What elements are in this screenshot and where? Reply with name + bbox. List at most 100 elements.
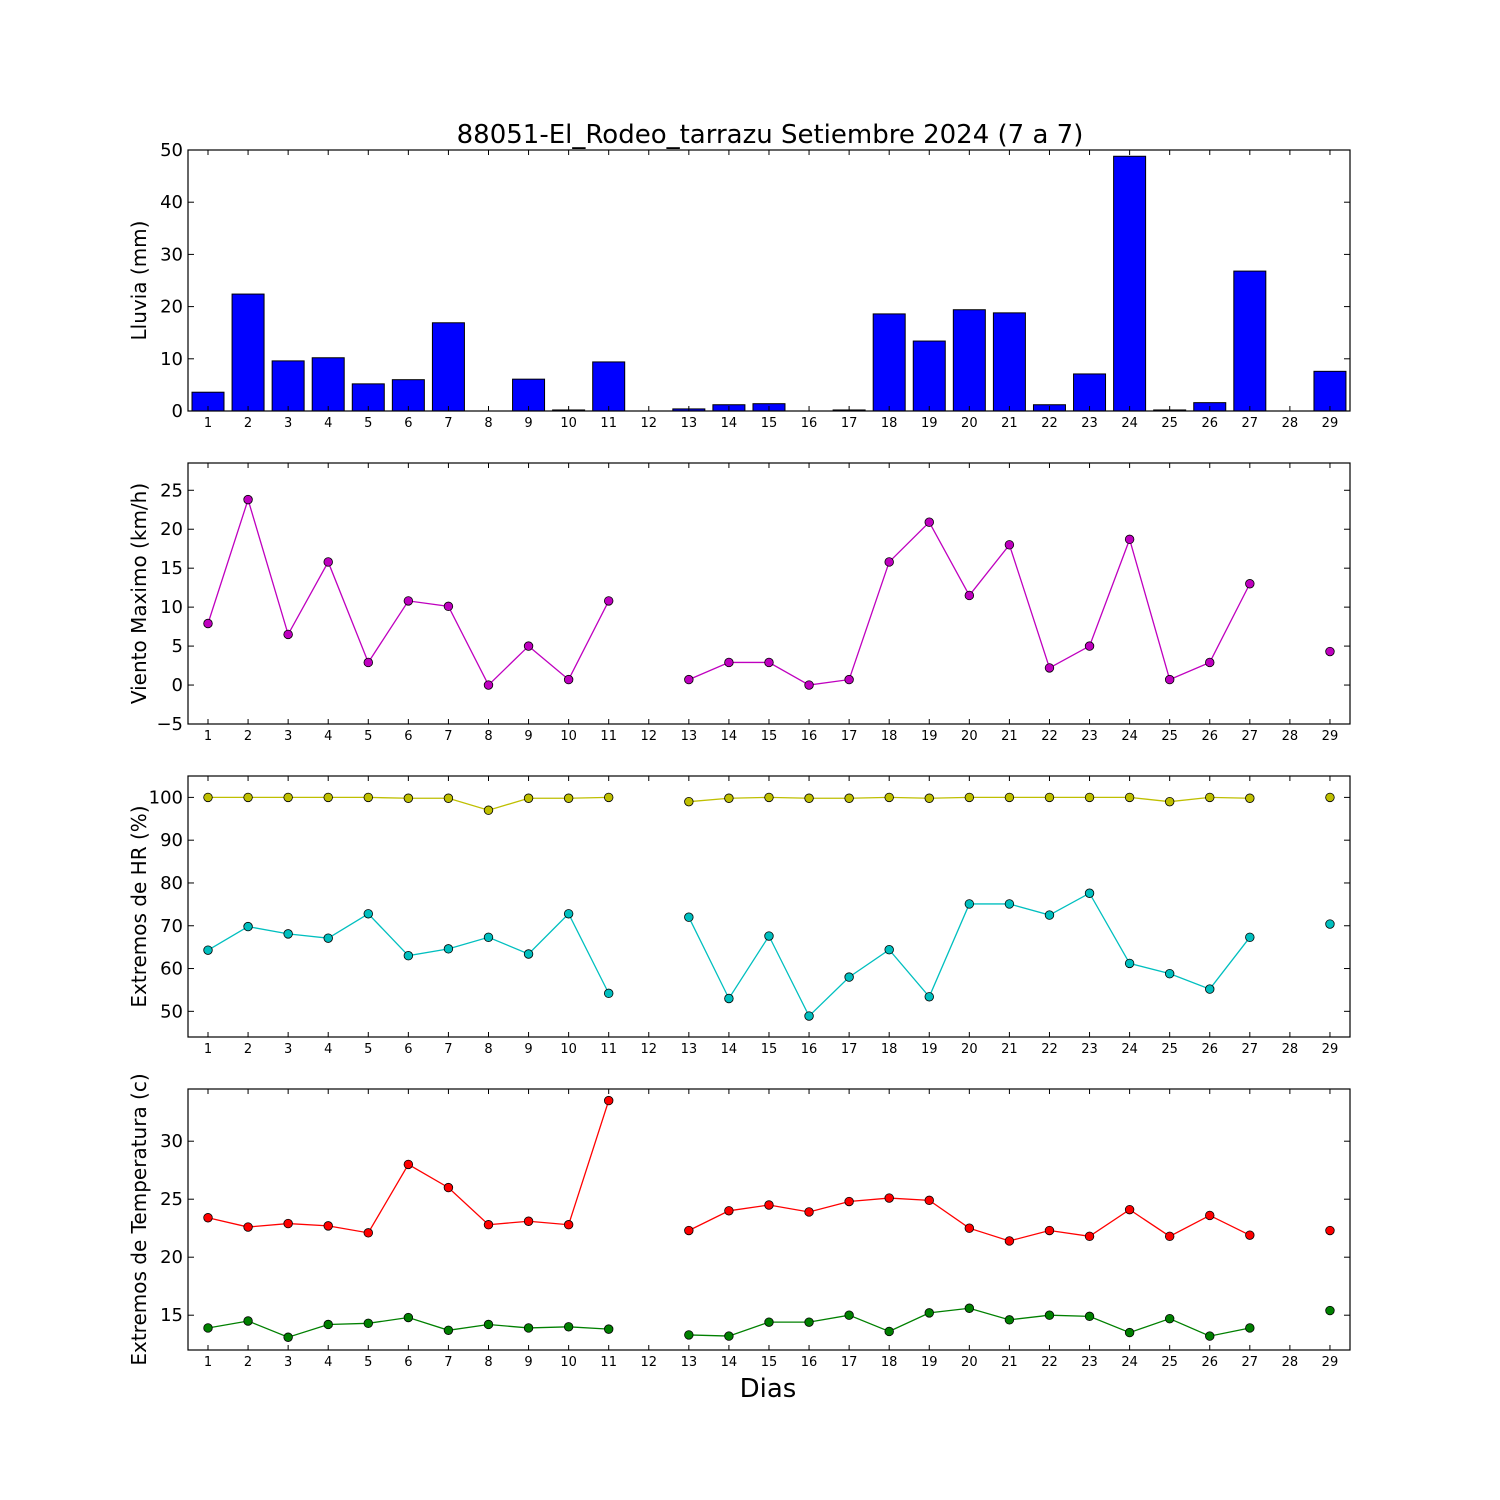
series-1-point-day-18 [884, 792, 894, 803]
bar-day-7 [431, 322, 465, 411]
axes-frame [187, 775, 1351, 1038]
y-tick-label: 100 [149, 787, 183, 808]
series-1-point-day-20 [964, 590, 975, 601]
x-tick-label: 7 [444, 1042, 452, 1057]
series-1-point-day-5 [363, 792, 373, 803]
x-tick-label: 9 [524, 729, 532, 744]
series-1-point-day-4 [323, 557, 333, 567]
y-tick-label: 20 [160, 297, 183, 318]
series-1-point-day-11 [604, 1095, 614, 1106]
y-tick-label: 25 [160, 1189, 183, 1210]
series-1-point-day-23 [1084, 641, 1095, 651]
series-2-point-day-26 [1205, 1331, 1215, 1341]
x-tick-label: 2 [244, 729, 252, 744]
series-1-point-day-6 [403, 793, 414, 803]
x-tick-label: 8 [484, 1042, 492, 1057]
series-1-point-day-13 [684, 796, 694, 807]
series-1-point-day-2 [243, 792, 253, 803]
series-1-point-day-16 [804, 1207, 814, 1217]
series-1-point-day-24 [1124, 534, 1135, 545]
x-tick-label: 20 [961, 729, 978, 744]
plot-area [203, 494, 1335, 690]
series-2-point-day-21 [1004, 899, 1015, 909]
series-2-point-day-15 [764, 1317, 774, 1327]
series-1-point-day-11 [604, 596, 614, 606]
y-tick-label: 10 [160, 597, 183, 618]
x-tick-label: 17 [841, 1355, 858, 1370]
x-tick-label: 1 [204, 416, 212, 431]
series-1-point-day-29 [1325, 792, 1335, 803]
series-1-point-day-15 [764, 1200, 774, 1210]
series-1-point-day-23 [1084, 792, 1095, 803]
x-tick-label: 21 [1001, 416, 1018, 431]
y-tick-label: 25 [160, 480, 183, 501]
x-tick-label: 5 [364, 416, 372, 431]
x-tick-label: 4 [324, 1355, 332, 1370]
x-tick-label: 18 [881, 416, 898, 431]
x-tick-label: 17 [841, 1042, 858, 1057]
series-1-point-day-18 [884, 1193, 894, 1203]
series-2-point-day-17 [844, 1310, 854, 1320]
series-1-point-day-8 [483, 805, 494, 815]
series-2-point-day-24 [1124, 958, 1135, 969]
axes-frame [187, 462, 1351, 725]
x-tick-label: 15 [761, 729, 778, 744]
x-tick-label: 18 [881, 1042, 898, 1057]
series-1-point-day-13 [684, 1225, 694, 1236]
x-tick-label: 14 [721, 416, 738, 431]
x-tick-label: 17 [841, 416, 858, 431]
x-tick-label: 6 [404, 1042, 412, 1057]
x-tick-label: 27 [1242, 416, 1259, 431]
series-2-point-day-22 [1044, 1310, 1055, 1320]
series-2-point-day-4 [323, 933, 333, 943]
series-2-point-day-4 [323, 1319, 333, 1330]
x-tick-label: 23 [1081, 1042, 1098, 1057]
y-tick-label: −5 [156, 714, 183, 735]
series-1-point-day-26 [1205, 657, 1215, 668]
series-1-point-day-22 [1044, 1225, 1055, 1236]
y-tick-label: 50 [160, 140, 183, 161]
series-1-point-day-21 [1004, 1236, 1015, 1246]
series-1-point-day-17 [844, 674, 854, 685]
y-tick-label: 15 [160, 558, 183, 579]
x-tick-label: 12 [640, 1355, 657, 1370]
x-tick-label: 19 [921, 416, 938, 431]
series-2-point-day-26 [1205, 984, 1215, 994]
x-tick-label: 8 [484, 729, 492, 744]
plot-area [203, 792, 1335, 1021]
series-1-point-day-9 [523, 793, 534, 803]
x-tick-label: 3 [284, 1355, 292, 1370]
x-tick-label: 22 [1041, 729, 1058, 744]
series-2-point-day-20 [964, 1303, 975, 1313]
y-axis-label: Extremos de HR (%) [127, 805, 151, 1007]
panel-1: 1 2 3 4 5 6 7 8 9 10 11 12 13 14 15 16 17 18 19 20 21 22 23 24 2… [127, 140, 1351, 431]
y-tick-label: 0 [172, 401, 183, 422]
series-1-point-day-7 [443, 1182, 454, 1193]
x-tick-label: 27 [1242, 729, 1259, 744]
series-2-point-day-13 [684, 1330, 694, 1340]
series-2-point-day-25 [1164, 968, 1175, 979]
x-tick-label: 14 [721, 1042, 738, 1057]
y-tick-label: 80 [160, 873, 183, 894]
series-1-point-day-29 [1325, 646, 1335, 657]
x-tick-label: 2 [244, 1355, 252, 1370]
x-tick-label: 11 [600, 1042, 617, 1057]
series-1-point-day-26 [1205, 792, 1215, 803]
x-tick-label: 19 [921, 1355, 938, 1370]
x-tick-label: 27 [1242, 1042, 1259, 1057]
x-tick-label: 13 [681, 729, 698, 744]
y-tick-label: 30 [160, 1131, 183, 1152]
panel-4: 1 2 3 4 5 6 7 8 9 10 11 12 13 14 15 16 17 18 19 20 21 22 23 24 2… [127, 1073, 1351, 1370]
x-tick-label: 14 [721, 1355, 738, 1370]
x-tick-label: 26 [1201, 1355, 1218, 1370]
series-2-point-day-14 [724, 993, 734, 1004]
y-axis-label: Viento Maximo (km/h) [127, 483, 151, 704]
x-tick-label: 16 [801, 1042, 818, 1057]
series-1-point-day-25 [1164, 1231, 1175, 1242]
panel-2: 1 2 3 4 5 6 7 8 9 10 11 12 13 14 15 16 17 18 19 20 21 22 23 24 2… [127, 462, 1351, 744]
bar-day-11 [592, 361, 626, 411]
series-1-point-day-21 [1004, 792, 1015, 803]
y-tick-label: 0 [172, 675, 183, 696]
series-1-point-day-3 [283, 629, 293, 640]
x-tick-label: 29 [1322, 1355, 1339, 1370]
